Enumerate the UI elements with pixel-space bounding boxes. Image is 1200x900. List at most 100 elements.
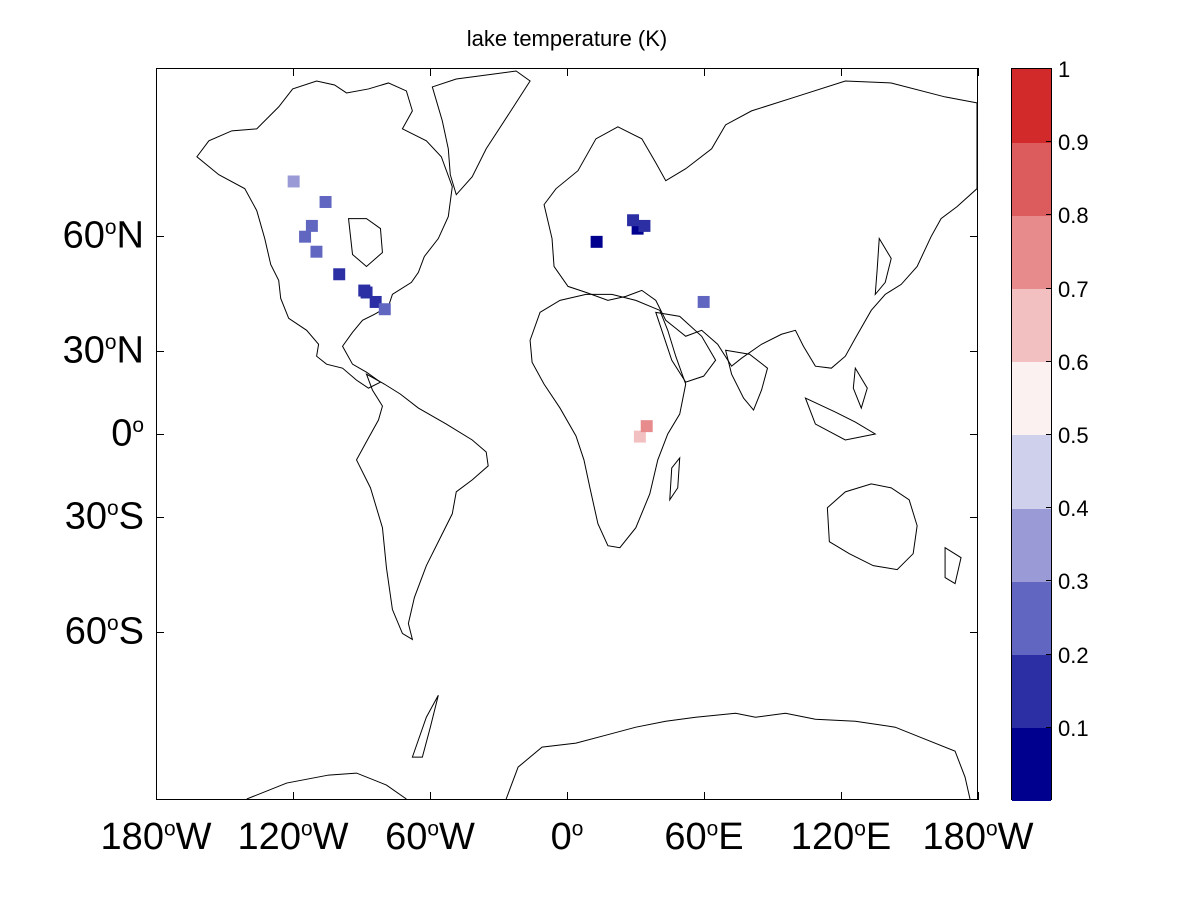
- x-tick-mark: [704, 792, 705, 800]
- degree-symbol: o: [132, 413, 144, 437]
- degree-symbol: o: [571, 817, 584, 841]
- coastline-africa: [529, 293, 687, 549]
- lake-cell: [640, 420, 653, 433]
- colorbar-tick-mark: [1046, 434, 1051, 435]
- coastline-antarctica: [505, 712, 971, 799]
- degree-symbol: o: [163, 817, 176, 841]
- x-tick-label: 180oW: [923, 816, 1034, 859]
- colorbar-tick-label: 0.6: [1058, 349, 1089, 375]
- lake-cell: [633, 430, 646, 443]
- x-tick-mark: [567, 792, 568, 800]
- colorbar-segment: [1012, 361, 1051, 436]
- y-tick-label: 30oS: [65, 495, 144, 538]
- lake-cell: [378, 303, 391, 316]
- colorbar-tick-mark: [1046, 287, 1051, 289]
- x-tick-mark: [293, 68, 294, 76]
- degree-symbol: o: [300, 817, 313, 841]
- coastline-eurasia: [543, 80, 977, 369]
- degree-symbol: o: [985, 817, 998, 841]
- y-tick-mark: [156, 516, 164, 518]
- colorbar-tick-label: 0.2: [1058, 642, 1089, 668]
- lake-cell: [627, 214, 640, 227]
- colorbar-tick-label: 0.7: [1058, 276, 1089, 302]
- colorbar-tick-label: 0.9: [1058, 130, 1089, 156]
- coastline-north-america: [196, 80, 453, 389]
- y-tick-label: 60oN: [63, 215, 144, 258]
- y-tick-mark: [156, 631, 164, 633]
- y-tick-mark: [970, 434, 978, 435]
- coastline-australia: [826, 483, 918, 571]
- x-tick-label: 120oW: [238, 816, 349, 859]
- colorbar-segment: [1012, 435, 1051, 509]
- tick-degree-value: 120: [790, 816, 855, 858]
- lake-cell: [638, 219, 651, 232]
- degree-symbol: o: [854, 817, 866, 841]
- y-tick-mark: [156, 434, 164, 435]
- y-tick-mark: [970, 236, 978, 238]
- degree-symbol: o: [104, 216, 117, 240]
- tick-hemisphere: N: [116, 214, 144, 257]
- tick-hemisphere: N: [116, 329, 144, 372]
- y-tick-mark: [156, 351, 164, 353]
- y-tick-mark: [970, 631, 978, 633]
- lake-cell: [287, 175, 300, 188]
- colorbar-tick-label: 0.3: [1058, 569, 1089, 595]
- tick-hemisphere: S: [118, 610, 144, 653]
- x-tick-mark: [841, 68, 842, 76]
- y-tick-mark: [970, 351, 978, 353]
- colorbar-segment: [1012, 581, 1051, 656]
- lake-cell: [310, 245, 323, 258]
- colorbar-segment: [1012, 215, 1051, 290]
- tick-hemisphere: S: [118, 495, 144, 538]
- coastline-south-america: [355, 373, 489, 641]
- y-tick-label: 60oS: [65, 610, 144, 653]
- tick-hemisphere: E: [865, 816, 892, 858]
- lake-cell: [631, 222, 644, 235]
- colorbar: [1011, 68, 1052, 802]
- x-tick-mark: [704, 68, 705, 76]
- colorbar-segment: [1012, 69, 1051, 143]
- map-plot-area: [156, 68, 978, 800]
- degree-symbol: o: [107, 496, 119, 520]
- tick-degree-value: 120: [237, 816, 301, 858]
- tick-degree-value: 60: [64, 610, 108, 653]
- x-tick-mark: [567, 68, 568, 76]
- colorbar-segment: [1012, 508, 1051, 582]
- x-tick-mark: [293, 792, 294, 800]
- colorbar-tick-mark: [1046, 214, 1051, 216]
- x-tick-label: 120oE: [791, 816, 891, 859]
- x-tick-mark: [430, 68, 431, 76]
- degree-symbol: o: [104, 331, 117, 355]
- x-tick-label: 0o: [551, 816, 584, 859]
- lake-cell: [590, 235, 603, 248]
- colorbar-tick-mark: [1046, 360, 1051, 362]
- colorbar-tick-label: 0.8: [1058, 203, 1089, 229]
- tick-degree-value: 60: [385, 816, 428, 858]
- x-tick-mark: [156, 792, 157, 800]
- tick-degree-value: 60: [62, 214, 105, 257]
- x-tick-label: 60oW: [385, 816, 475, 859]
- tick-hemisphere: W: [175, 816, 212, 858]
- lake-cell: [319, 196, 332, 208]
- colorbar-segment: [1012, 142, 1051, 216]
- tick-hemisphere: E: [718, 816, 744, 858]
- y-tick-label: 30oN: [63, 330, 144, 373]
- colorbar-tick-label: 0.4: [1058, 496, 1089, 522]
- colorbar-tick-label: 0.1: [1058, 715, 1089, 741]
- tick-hemisphere: W: [997, 816, 1034, 858]
- tick-degree-value: 60: [664, 816, 707, 858]
- y-tick-mark: [156, 236, 164, 238]
- y-tick-label: 0o: [111, 413, 144, 456]
- x-tick-mark: [841, 792, 842, 800]
- colorbar-segment: [1012, 654, 1051, 729]
- colorbar-tick-mark: [1046, 507, 1051, 509]
- lake-cell: [305, 219, 318, 232]
- colorbar-tick-mark: [1046, 68, 1051, 69]
- x-tick-label: 180oW: [101, 816, 212, 859]
- tick-degree-value: 30: [64, 495, 108, 538]
- degree-symbol: o: [706, 817, 719, 841]
- lake-cell: [697, 295, 710, 308]
- lake-cell: [358, 284, 371, 297]
- colorbar-tick-label: 0.5: [1058, 423, 1089, 448]
- tick-hemisphere: W: [439, 816, 475, 858]
